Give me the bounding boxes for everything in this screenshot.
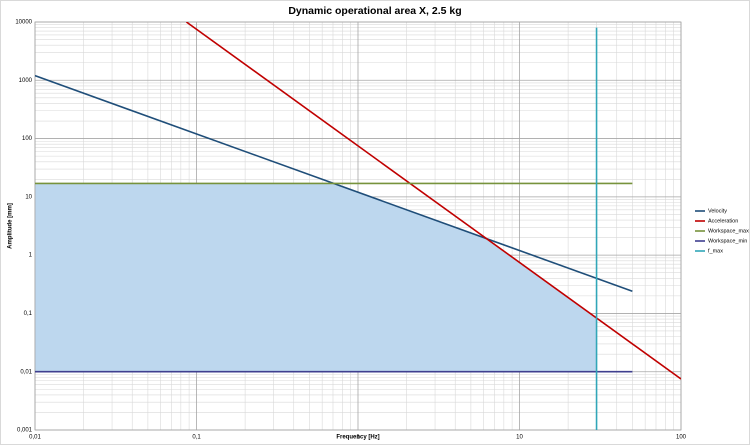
y-tick-label: 0,01 [20, 369, 32, 375]
y-tick-label: 100 [22, 136, 33, 142]
operational-area [35, 183, 597, 372]
legend-label: Workspace_max [708, 228, 749, 234]
x-tick-label: 0,1 [192, 435, 201, 441]
y-axis-title: Amplitude [mm] [8, 203, 14, 249]
plot-frame [34, 21, 682, 431]
legend-label: Workspace_min [708, 238, 747, 244]
legend-label: Acceleration [708, 218, 738, 224]
legend-label: f_max [708, 248, 723, 254]
series-line [185, 22, 681, 380]
x-tick-label: 100 [676, 435, 687, 441]
y-tick-label: 10000 [15, 20, 32, 26]
y-tick-label: 0,001 [17, 428, 33, 434]
x-tick-label: 10 [516, 435, 523, 441]
y-tick-label: 1000 [19, 78, 33, 84]
chart-title: Dynamic operational area X, 2.5 kg [288, 5, 461, 17]
x-axis-title: Frequency [Hz] [336, 435, 379, 441]
legend-label: Velocity [708, 208, 727, 214]
x-tick-label: 0,01 [29, 435, 41, 441]
y-tick-label: 10 [25, 194, 32, 200]
y-tick-label: 1 [29, 253, 33, 259]
x-tick-label: 1 [356, 435, 360, 441]
y-tick-label: 0,1 [24, 311, 33, 317]
